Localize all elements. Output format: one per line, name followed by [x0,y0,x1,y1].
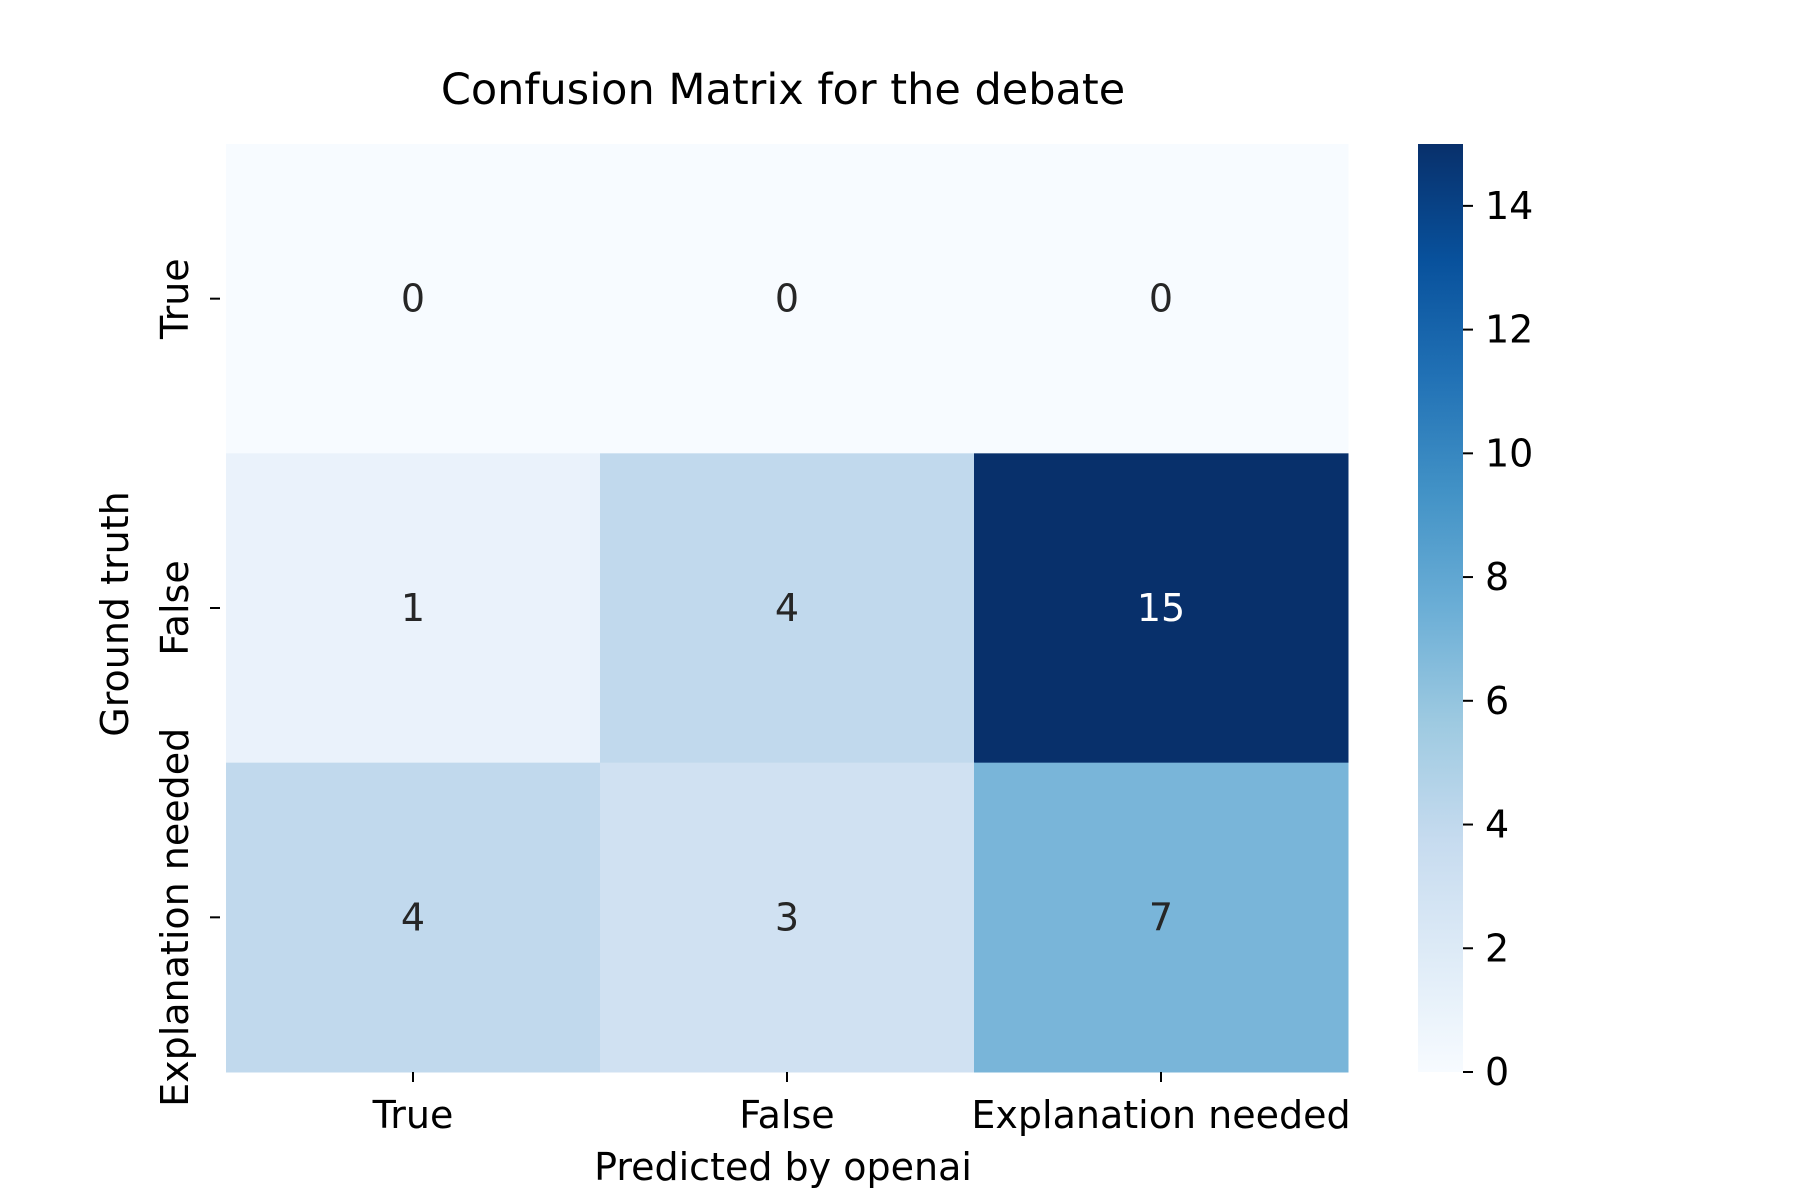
x-tick-label: False [739,1093,834,1137]
heatmap-cell [974,453,1349,764]
colorbar-tick-label: 8 [1485,555,1509,599]
x-tick-label: Explanation needed [971,1093,1350,1137]
y-tick-label: False [153,560,197,655]
cell-value-label: 0 [1149,277,1173,321]
heatmap-cell [226,144,601,454]
colorbar-tick-label: 4 [1485,803,1509,847]
cell-annotations: 0 0 0 1 4 15 4 3 7 [401,277,1185,940]
colorbar [1418,144,1463,1072]
colorbar-tick-label: 12 [1485,308,1533,352]
x-axis-label: Predicted by openai [594,1145,972,1189]
colorbar-tick-label: 6 [1485,679,1509,723]
cell-value-label: 0 [401,277,425,321]
heatmap-cell [600,453,975,764]
heatmap-cell [226,453,601,764]
cell-value-label: 0 [775,277,799,321]
y-tick-label: Explanation needed [153,728,197,1107]
heatmap-cells [226,144,1349,1073]
heatmap-cell [600,144,975,454]
heatmap-cell [974,144,1349,454]
cell-value-label: 4 [775,586,799,630]
heatmap-cell [226,762,601,1073]
heatmap-cell [600,762,975,1073]
y-tick-label: True [153,258,197,340]
cell-value-label: 15 [1137,586,1185,630]
x-tick-label: True [372,1093,454,1137]
y-axis-label: Ground truth [93,491,137,736]
colorbar-tick-label: 0 [1485,1050,1509,1094]
cell-value-label: 3 [775,895,799,939]
x-axis: True False Explanation needed [372,1072,1351,1137]
cell-value-label: 4 [401,895,425,939]
heatmap-cell [974,762,1349,1073]
colorbar-axis: 0 2 4 6 8 10 12 14 [1463,184,1533,1094]
cell-value-label: 1 [401,586,425,630]
y-axis: True False Explanation needed [153,258,220,1107]
colorbar-tick-label: 14 [1485,184,1533,228]
colorbar-tick-label: 2 [1485,926,1509,970]
cell-value-label: 7 [1149,895,1173,939]
chart-title: Confusion Matrix for the debate [441,65,1125,115]
colorbar-tick-label: 10 [1485,431,1533,475]
